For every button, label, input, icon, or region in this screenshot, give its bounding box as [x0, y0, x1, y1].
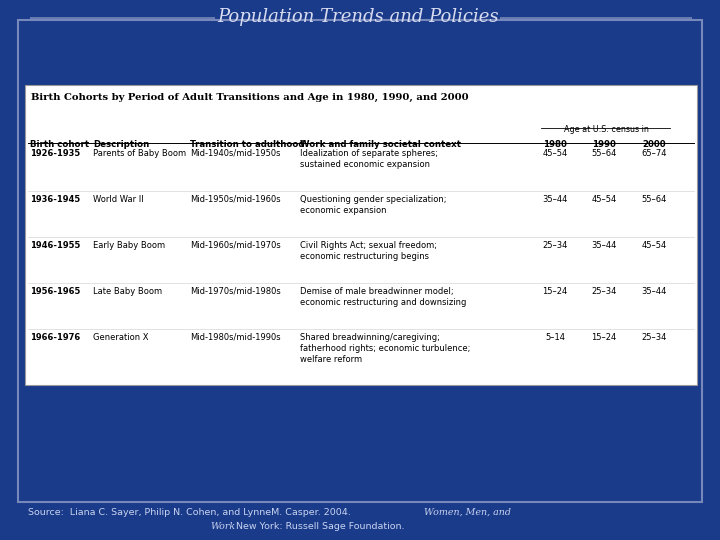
Text: Transition to adulthood: Transition to adulthood: [190, 140, 305, 149]
Text: 45–54: 45–54: [591, 195, 616, 204]
Text: Mid-1970s/mid-1980s: Mid-1970s/mid-1980s: [190, 287, 281, 296]
Text: Population Trends and Policies: Population Trends and Policies: [217, 8, 499, 26]
Text: Shared breadwinning/caregiving;
fatherhood rights; economic turbulence;
welfare : Shared breadwinning/caregiving; fatherho…: [300, 333, 470, 364]
Text: Mid-1940s/mid-1950s: Mid-1940s/mid-1950s: [190, 149, 281, 158]
Text: Source:  Liana C. Sayer, Philip N. Cohen, and LynneM. Casper. 2004.: Source: Liana C. Sayer, Philip N. Cohen,…: [28, 508, 356, 517]
Text: Civil Rights Act; sexual freedom;
economic restructuring begins: Civil Rights Act; sexual freedom; econom…: [300, 241, 437, 261]
Text: Birth Cohorts by Period of Adult Transitions and Age in 1980, 1990, and 2000: Birth Cohorts by Period of Adult Transit…: [31, 93, 469, 102]
Text: 45–54: 45–54: [642, 241, 667, 250]
Text: Late Baby Boom: Late Baby Boom: [93, 287, 162, 296]
Text: 1956-1965: 1956-1965: [30, 287, 81, 296]
Text: Work: Work: [210, 522, 235, 531]
Text: Mid-1960s/mid-1970s: Mid-1960s/mid-1970s: [190, 241, 281, 250]
Text: Early Baby Boom: Early Baby Boom: [93, 241, 165, 250]
Text: 65–74: 65–74: [642, 149, 667, 158]
Text: 15–24: 15–24: [591, 333, 616, 342]
Text: 15–24: 15–24: [542, 287, 567, 296]
Text: 35–44: 35–44: [591, 241, 617, 250]
Text: 55–64: 55–64: [591, 149, 617, 158]
Text: 25–34: 25–34: [542, 241, 567, 250]
Text: 25–34: 25–34: [642, 333, 667, 342]
Text: 1990: 1990: [592, 140, 616, 149]
Text: World War II: World War II: [93, 195, 144, 204]
Text: Questioning gender specialization;
economic expansion: Questioning gender specialization; econo…: [300, 195, 446, 215]
Text: Demise of male breadwinner model;
economic restructuring and downsizing: Demise of male breadwinner model; econom…: [300, 287, 467, 307]
Text: 35–44: 35–44: [542, 195, 567, 204]
Text: Age at U.S. census in: Age at U.S. census in: [564, 125, 649, 134]
Text: Parents of Baby Boom: Parents of Baby Boom: [93, 149, 186, 158]
Text: 1946-1955: 1946-1955: [30, 241, 81, 250]
Text: Idealization of separate spheres;
sustained economic expansion: Idealization of separate spheres; sustai…: [300, 149, 438, 169]
Bar: [25, 85, 697, 385]
Text: 35–44: 35–44: [642, 287, 667, 296]
Text: 25–34: 25–34: [591, 287, 617, 296]
Text: 1980: 1980: [543, 140, 567, 149]
Bar: [18, 20, 702, 502]
Text: 1926-1935: 1926-1935: [30, 149, 80, 158]
Text: Generation X: Generation X: [93, 333, 148, 342]
Text: New York: Russell Sage Foundation.: New York: Russell Sage Foundation.: [233, 522, 405, 531]
Text: Description: Description: [93, 140, 149, 149]
Text: 2000: 2000: [642, 140, 666, 149]
Text: 55–64: 55–64: [642, 195, 667, 204]
Text: Women, Men, and: Women, Men, and: [424, 508, 511, 517]
Text: Mid-1980s/mid-1990s: Mid-1980s/mid-1990s: [190, 333, 281, 342]
Text: 5–14: 5–14: [545, 333, 565, 342]
Text: Work and family societal context: Work and family societal context: [300, 140, 461, 149]
Text: Mid-1950s/mid-1960s: Mid-1950s/mid-1960s: [190, 195, 281, 204]
Text: Birth cohort: Birth cohort: [30, 140, 89, 149]
Text: 45–54: 45–54: [542, 149, 567, 158]
Text: 1966-1976: 1966-1976: [30, 333, 80, 342]
Text: 1936-1945: 1936-1945: [30, 195, 80, 204]
